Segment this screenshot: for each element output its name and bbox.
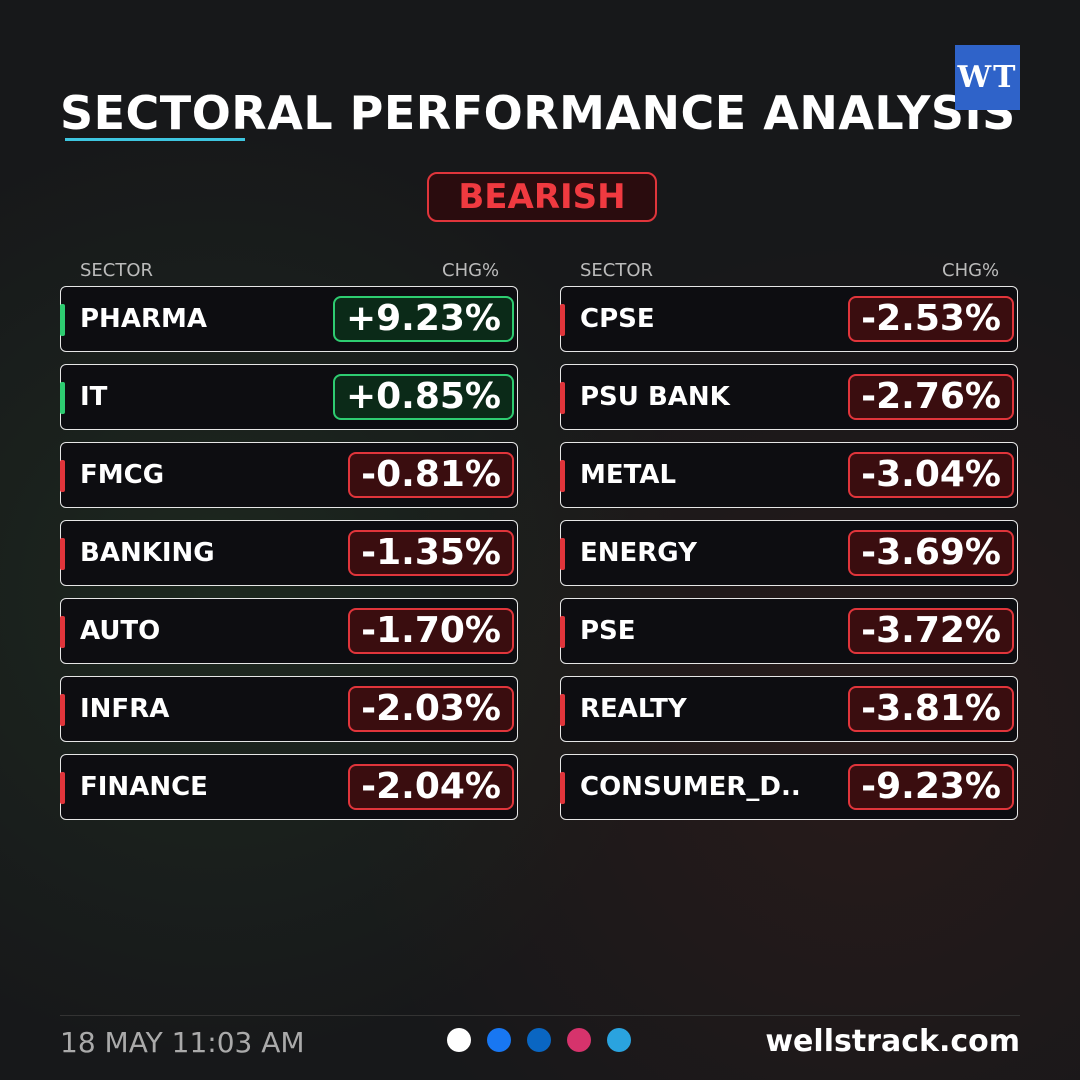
- header-change: CHG%: [942, 260, 1000, 281]
- sector-row: FINANCE -2.04%: [60, 754, 518, 820]
- change-pill: -1.35%: [348, 530, 514, 576]
- change-pill: -3.72%: [848, 608, 1014, 654]
- sector-name: FMCG: [80, 460, 165, 490]
- change-pill: -9.23%: [848, 764, 1014, 810]
- change-pill: +9.23%: [332, 296, 514, 342]
- change-pill: -2.03%: [348, 686, 514, 732]
- title-underline: [65, 138, 245, 141]
- sector-row: CPSE -2.53%: [560, 286, 1018, 352]
- footer-line: [60, 1015, 1020, 1016]
- sector-name: FINANCE: [80, 772, 208, 802]
- trend-accent: [60, 538, 65, 570]
- sector-row: METAL -3.04%: [560, 442, 1018, 508]
- change-pill: -3.04%: [848, 452, 1014, 498]
- sector-row: AUTO -1.70%: [60, 598, 518, 664]
- sector-name: PSU BANK: [580, 382, 730, 412]
- x-icon[interactable]: [447, 1028, 471, 1052]
- badge: BEARISH: [427, 172, 657, 222]
- instagram-icon[interactable]: [567, 1028, 591, 1052]
- change-pill: +0.85%: [332, 374, 514, 420]
- change-pill: -3.81%: [848, 686, 1014, 732]
- sector-name: IT: [80, 382, 108, 412]
- trend-accent: [60, 616, 65, 648]
- sector-row: FMCG -0.81%: [60, 442, 518, 508]
- sector-name: AUTO: [80, 616, 161, 646]
- trend-accent: [60, 772, 65, 804]
- sector-name: PHARMA: [80, 304, 207, 334]
- sector-name: CONSUMER_D..: [580, 772, 801, 802]
- telegram-icon[interactable]: [607, 1028, 631, 1052]
- trend-accent: [60, 460, 65, 492]
- sector-name: REALTY: [580, 694, 687, 724]
- sector-row: BANKING -1.35%: [60, 520, 518, 586]
- sector-name: INFRA: [80, 694, 170, 724]
- change-pill: -1.70%: [348, 608, 514, 654]
- trend-accent: [560, 382, 565, 414]
- website[interactable]: wellstrack.com: [765, 1024, 1020, 1059]
- trend-accent: [60, 304, 65, 336]
- sector-row: ENERGY -3.69%: [560, 520, 1018, 586]
- date: 18 MAY 11:03 AM: [60, 1026, 305, 1059]
- logo: WT: [955, 45, 1020, 110]
- trend-accent: [560, 538, 565, 570]
- trend-accent: [60, 694, 65, 726]
- trend-accent: [60, 382, 65, 414]
- sector-name: CPSE: [580, 304, 655, 334]
- header-change: CHG%: [442, 260, 500, 281]
- trend-accent: [560, 772, 565, 804]
- header-sector: SECTOR: [80, 260, 154, 281]
- change-pill: -2.53%: [848, 296, 1014, 342]
- sector-name: ENERGY: [580, 538, 697, 568]
- linkedin-icon[interactable]: [527, 1028, 551, 1052]
- change-pill: -3.69%: [848, 530, 1014, 576]
- sector-row: CONSUMER_D.. -9.23%: [560, 754, 1018, 820]
- sector-name: BANKING: [80, 538, 215, 568]
- change-pill: -0.81%: [348, 452, 514, 498]
- trend-accent: [560, 460, 565, 492]
- sector-row: REALTY -3.81%: [560, 676, 1018, 742]
- facebook-icon[interactable]: [487, 1028, 511, 1052]
- change-pill: -2.04%: [348, 764, 514, 810]
- sector-row: PSE -3.72%: [560, 598, 1018, 664]
- sector-row: INFRA -2.03%: [60, 676, 518, 742]
- trend-accent: [560, 304, 565, 336]
- sector-row: PSU BANK -2.76%: [560, 364, 1018, 430]
- sector-row: IT +0.85%: [60, 364, 518, 430]
- change-pill: -2.76%: [848, 374, 1014, 420]
- sector-name: PSE: [580, 616, 636, 646]
- trend-accent: [560, 616, 565, 648]
- title: SECTORAL PERFORMANCE ANALYSIS: [60, 86, 1016, 140]
- sector-row: PHARMA +9.23%: [60, 286, 518, 352]
- trend-accent: [560, 694, 565, 726]
- header-sector: SECTOR: [580, 260, 654, 281]
- sector-name: METAL: [580, 460, 677, 490]
